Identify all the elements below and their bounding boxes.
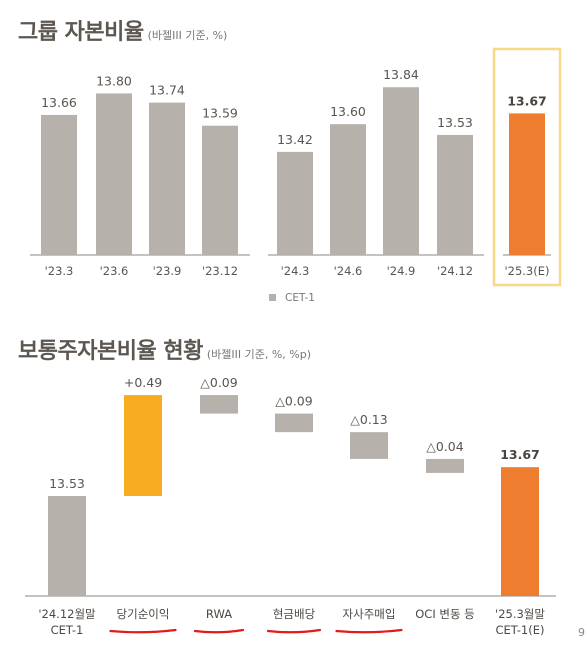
data-label: 13.80 — [96, 73, 132, 88]
waterfall-bar — [426, 458, 464, 473]
x-tick-label: '25.3월말 — [495, 607, 545, 621]
bar — [149, 102, 185, 255]
x-tick-label: '24.9 — [387, 264, 416, 278]
x-tick-label: '24.6 — [334, 264, 363, 278]
data-label: 13.66 — [41, 95, 77, 110]
x-tick-label: '24.12월말 — [38, 607, 96, 621]
x-tick-label: '23.12 — [202, 264, 238, 278]
x-tick-label: RWA — [206, 607, 232, 621]
x-tick-label: '24.12 — [437, 264, 473, 278]
waterfall-bar — [275, 413, 313, 433]
chart1-subtitle: (바젤III 기준, %) — [147, 29, 228, 42]
data-label: 13.42 — [277, 132, 313, 147]
bar — [330, 124, 366, 255]
bar — [277, 151, 313, 255]
data-label: 13.67 — [500, 447, 540, 462]
x-tick-label: 자사주매입 — [343, 607, 396, 621]
bar — [96, 93, 132, 256]
data-label: △0.04 — [426, 439, 463, 454]
x-tick-label: '23.9 — [153, 264, 182, 278]
x-tick-label: '23.3 — [45, 264, 74, 278]
x-tick-label: OCI 변동 등 — [415, 607, 475, 621]
bar — [509, 113, 545, 256]
waterfall-bar — [350, 432, 388, 459]
waterfall-bar — [48, 496, 86, 596]
data-label: 13.74 — [149, 83, 185, 98]
waterfall-bar — [501, 467, 539, 596]
page-number: 9 — [578, 626, 585, 639]
x-tick-label: CET-1 — [51, 623, 84, 637]
x-tick-label: 현금배당 — [273, 607, 316, 621]
x-tick-label: '23.6 — [100, 264, 129, 278]
legend-swatch — [269, 294, 276, 301]
red-underline-annotation — [109, 628, 177, 634]
x-tick-label: '24.3 — [281, 264, 310, 278]
data-label: +0.49 — [124, 375, 162, 390]
bar — [41, 114, 77, 255]
data-label: 13.67 — [507, 93, 547, 108]
red-underline-annotation — [266, 628, 322, 634]
bar — [383, 87, 419, 256]
data-label: △0.13 — [350, 412, 387, 427]
x-tick-label: 당기순이익 — [117, 607, 170, 621]
x-tick-label: CET-1(E) — [496, 623, 545, 637]
data-label: △0.09 — [275, 394, 312, 409]
data-label: 13.84 — [383, 67, 419, 82]
data-label: △0.09 — [200, 375, 237, 390]
highlight-box — [492, 47, 562, 287]
red-underline-annotation — [335, 628, 403, 634]
data-label: 13.53 — [49, 476, 85, 491]
waterfall-bar — [200, 395, 238, 414]
data-label: 13.60 — [330, 104, 366, 119]
x-tick-label: '25.3(E) — [504, 264, 549, 278]
chart1-title-block: 그룹 자본비율 (바젤III 기준, %) — [18, 14, 227, 46]
bar — [437, 134, 473, 255]
chart1-title: 그룹 자본비율 — [18, 20, 144, 45]
chart2-title-block: 보통주자본비율 현황 (바젤III 기준, %, %p) — [18, 333, 311, 365]
data-label: 13.53 — [437, 115, 473, 130]
data-label: 13.59 — [202, 106, 238, 121]
chart2-subtitle: (바젤III 기준, %, %p) — [206, 348, 311, 361]
waterfall-bar — [124, 395, 162, 496]
legend-label: CET-1 — [285, 292, 315, 304]
chart2-title: 보통주자본비율 현황 — [18, 339, 203, 364]
red-underline-annotation — [193, 628, 245, 634]
bar — [202, 125, 238, 255]
